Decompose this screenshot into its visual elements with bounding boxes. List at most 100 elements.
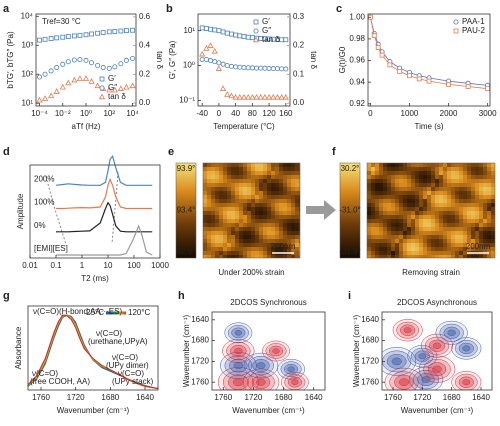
afm-pixel [223,187,227,191]
afm-pixel [379,195,383,199]
afm-pixel [407,215,411,219]
contour-level [251,375,271,390]
y2-tick-label: 0.2 [293,41,305,50]
afm-pixel [459,211,463,215]
afm-pixel [451,191,455,195]
afm-pixel [423,179,427,183]
afm-pixel [415,223,419,227]
afm-pixel [211,187,215,191]
afm-pixel [403,175,407,179]
afm-pixel [463,227,467,231]
afm-pixel [291,167,295,171]
afm-pixel [243,255,247,258]
afm-pixel [255,243,259,247]
afm-pixel [279,191,283,195]
afm-pixel [383,235,387,239]
afm-pixel [443,183,447,187]
afm-pixel [475,199,479,203]
afm-pixel [439,203,443,207]
afm-pixel [439,183,443,187]
afm-pixel [487,207,491,211]
data-point [76,75,83,81]
afm-pixel [287,223,291,227]
afm-pixel [459,243,463,247]
afm-pixel [475,179,479,183]
contour-level [403,327,412,334]
afm-pixel [291,255,295,258]
afm-pixel [295,223,299,227]
afm-pixel [395,163,399,167]
afm-pixel [459,191,463,195]
data-point [216,28,222,34]
afm-pixel [439,199,443,203]
afm-pixel [239,175,243,179]
panel-label: i [348,290,351,302]
afm-pixel [207,255,211,258]
afm-pixel [403,203,407,207]
afm-pixel [391,199,395,203]
afm-pixel [267,215,271,219]
afm-pixel [435,211,439,215]
afm-pixel [239,239,243,243]
afm-pixel [463,251,467,255]
afm-pixel [243,163,247,167]
afm-pixel [451,183,455,187]
contour-level [462,379,471,386]
contour-level [226,341,251,361]
afm-pixel [435,195,439,199]
afm-pixel [427,235,431,239]
plot-frame [367,13,491,107]
afm-pixel [299,195,300,199]
afm-pixel [227,211,231,215]
afm-pixel [367,231,371,235]
afm-pixel [223,175,227,179]
x-axis-label: Wavenumber (cm⁻¹) [401,406,474,415]
afm-pixel [483,243,487,247]
afm-pixel [375,211,379,215]
afm-pixel [223,239,227,243]
afm-pixel [443,219,447,223]
afm-pixel [483,175,487,179]
afm-pixel [271,167,275,171]
afm-pixel [243,219,247,223]
afm-pixel [387,219,391,223]
afm-pixel [271,239,275,243]
afm-pixel [251,187,255,191]
afm-pixel [423,187,427,191]
afm-pixel [395,223,399,227]
afm-pixel [219,191,223,195]
afm-pixel [439,171,443,175]
data-point [232,93,239,100]
afm-pixel [459,183,463,187]
afm-pixel [299,219,300,223]
afm-pixel [231,251,235,255]
afm-pixel [255,183,259,187]
afm-pixel [399,223,403,227]
afm-pixel [395,171,399,175]
afm-pixel [407,243,411,247]
afm-pixel [371,215,375,219]
afm-pixel [383,187,387,191]
afm-pixel [419,227,423,231]
x-tick-label: 1760 [32,393,50,402]
afm-pixel [219,183,223,187]
data-point [228,63,234,69]
afm-pixel [439,243,443,247]
afm-pixel [271,183,275,187]
afm-pixel [391,207,395,211]
afm-pixel [399,251,403,255]
afm-pixel [475,171,479,175]
afm-pixel [403,247,407,251]
data-point [283,37,289,43]
afm-pixel [259,167,263,171]
y-tick-label: 1640 [191,315,209,324]
afm-pixel [287,167,291,171]
afm-pixel [471,183,475,187]
afm-pixel [455,179,459,183]
afm-pixel [479,211,483,215]
afm-pixel [271,191,275,195]
afm-pixel [463,191,467,195]
afm-pixel [419,211,423,215]
afm-pixel [219,179,223,183]
afm-pixel [251,179,255,183]
